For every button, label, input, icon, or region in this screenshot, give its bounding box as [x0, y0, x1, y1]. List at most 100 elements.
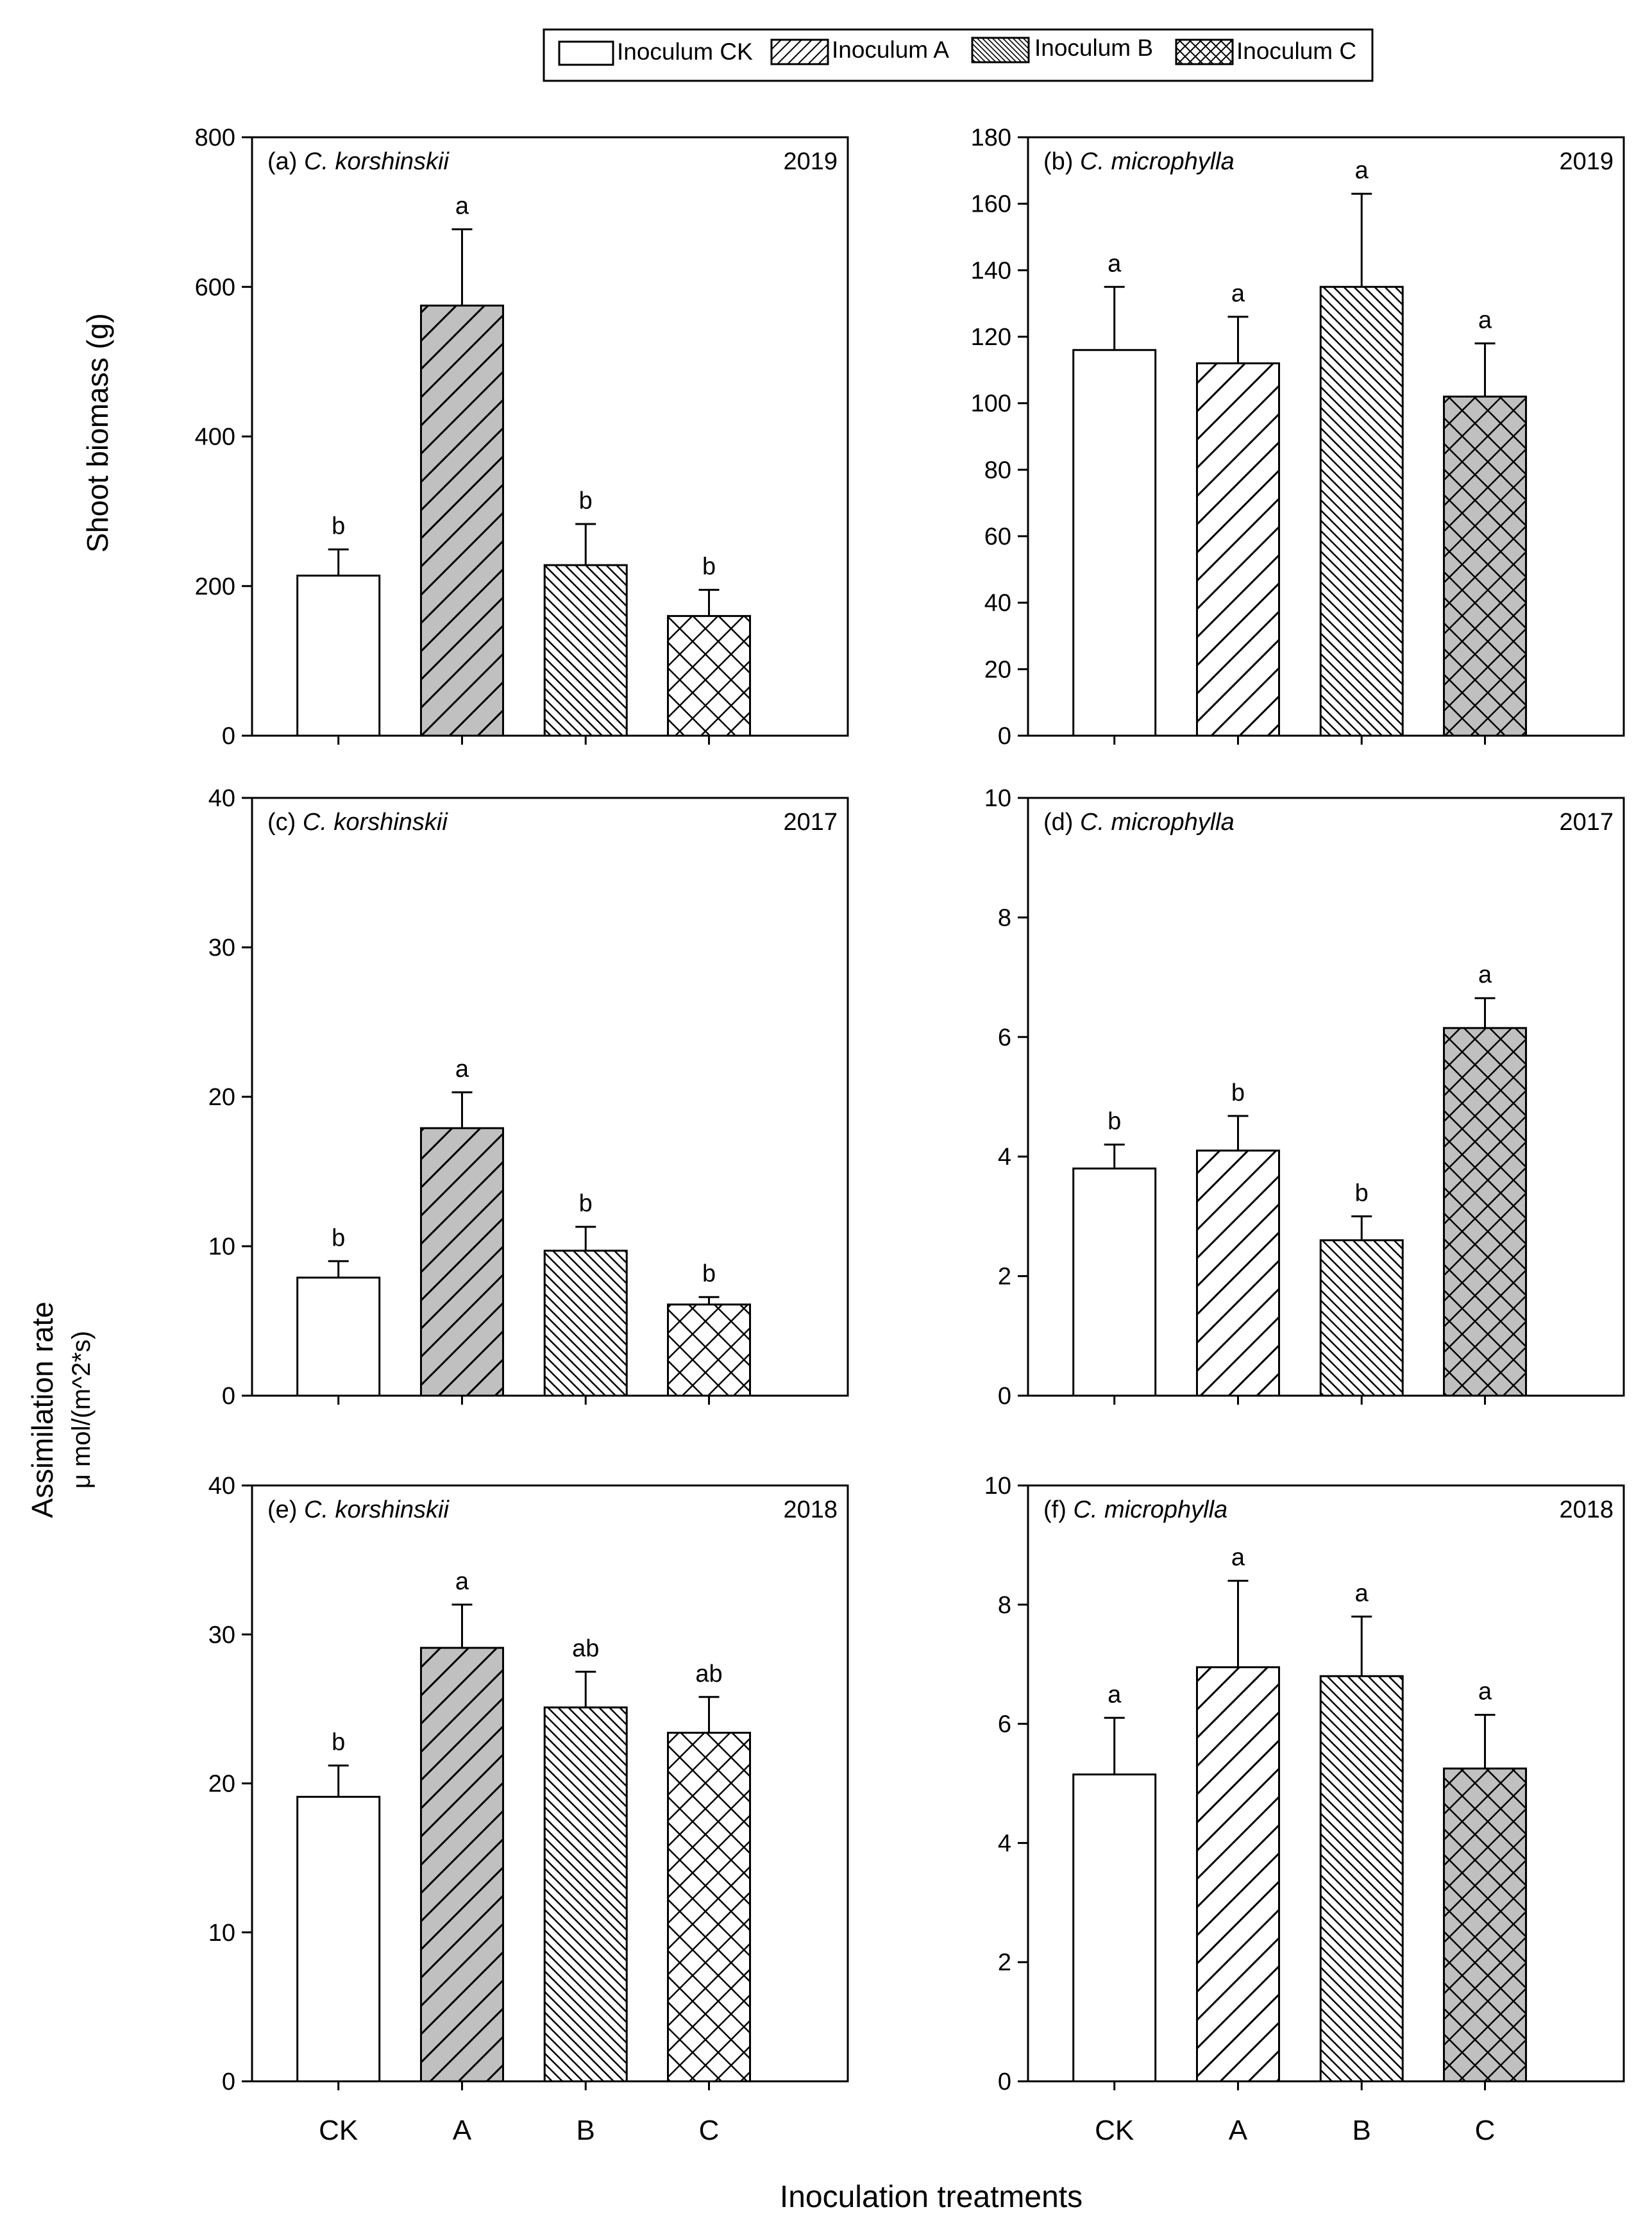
y-tick-label-a: 0: [222, 723, 235, 750]
y-tick-label-d: 0: [998, 1383, 1011, 1410]
y-tick-label-d: 10: [984, 785, 1011, 812]
bar-a-C: [667, 614, 752, 737]
y-tick-label-c: 20: [208, 1084, 235, 1111]
x-tick-label-f-A: A: [1229, 2115, 1248, 2146]
panel-d: 0 2 4 6 8 10 (d) C. microphylla 2017 b b b a: [984, 785, 1625, 1410]
bar-d-A: [1195, 1149, 1280, 1397]
y-tick-label-f: 4: [998, 1830, 1011, 1857]
y-tick-label-e: 20: [208, 1771, 235, 1798]
y-tick-label-b: 160: [971, 191, 1011, 218]
legend: Inoculum CK Inoculum A Inoculum B Inocul…: [543, 28, 1374, 82]
legend-item-c: Inoculum C: [1175, 38, 1356, 65]
y-tick-label-b: 20: [984, 656, 1011, 683]
legend-swatch-ck: [558, 40, 614, 66]
panel-tag-a: (a) C. korshinskii: [267, 148, 450, 175]
legend-swatch-b: [971, 37, 1030, 63]
panel-year-e: 2018: [783, 1496, 838, 1523]
sig-letter-b-B: a: [1355, 157, 1369, 184]
y-tick-label-a: 200: [195, 573, 235, 600]
bar-a-A: [419, 304, 504, 737]
species-name-c: C. korshinskii: [303, 809, 448, 836]
bar-e-B: [543, 1706, 628, 2083]
sig-letter-e-A: a: [455, 1568, 469, 1595]
bar-c-B: [543, 1249, 628, 1397]
panel-year-a: 2019: [783, 148, 838, 175]
sig-letter-b-C: a: [1478, 307, 1492, 334]
species-name-f: C. microphylla: [1073, 1496, 1227, 1523]
y-tick-label-c: 40: [208, 785, 235, 812]
bar-f-A: [1195, 1666, 1280, 2083]
y-tick-label-b: 40: [984, 590, 1011, 617]
species-name-e: C. korshinskii: [304, 1496, 450, 1523]
legend-item-ck: Inoculum CK: [558, 38, 753, 66]
species-name-d: C. microphylla: [1080, 809, 1235, 836]
x-tick-label-e-B: B: [577, 2115, 595, 2146]
sig-letter-d-A: b: [1231, 1079, 1245, 1106]
x-tick-label-e-CK: CK: [319, 2115, 358, 2146]
sig-letter-a-C: b: [702, 554, 716, 580]
y-tick-label-f: 8: [998, 1592, 1011, 1619]
panel-tag-c: (c) C. korshinskii: [267, 809, 448, 836]
bar-base-e-CK: [297, 1797, 380, 2081]
y-tick-label-b: 0: [998, 723, 1011, 750]
sig-letter-d-B: b: [1355, 1180, 1369, 1206]
panel-year-f: 2018: [1559, 1496, 1614, 1523]
y-tick-label-d: 2: [998, 1264, 1011, 1290]
panel-year-d: 2017: [1559, 809, 1614, 836]
sig-letter-c-C: b: [702, 1260, 716, 1287]
sig-letter-a-B: b: [579, 487, 593, 514]
x-tick-label-e-A: A: [453, 2115, 472, 2146]
panel-tag-e: (e) C. korshinskii: [267, 1496, 450, 1523]
y-tick-label-f: 0: [998, 2068, 1011, 2095]
y-tick-label-b: 60: [984, 523, 1011, 550]
bar-d-C: [1443, 1027, 1528, 1397]
legend-label-c: Inoculum C: [1236, 38, 1356, 64]
sig-letter-d-C: a: [1478, 961, 1492, 988]
bar-f-C: [1443, 1767, 1528, 2083]
panel-f: 0 2 4 6 8 10 (f) C. microphylla 2018 a CK a Aa Ba C: [984, 1473, 1625, 2146]
y-tick-label-b: 100: [971, 391, 1011, 418]
legend-item-b: Inoculum B: [971, 35, 1153, 63]
panel-e: 0 10 20 30 40 (e) C. korshinskii 2018 b CK a Aab Ba…: [208, 1473, 849, 2146]
bar-base-d-CK: [1073, 1168, 1156, 1396]
panel-tag-f: (f) C. microphylla: [1043, 1496, 1227, 1523]
y-tick-label-f: 2: [998, 1949, 1011, 1976]
bar-e-C: [667, 1732, 752, 2083]
species-name-a: C. korshinskii: [304, 148, 450, 175]
bar-c-C: [667, 1303, 752, 1397]
x-tick-label-e-C: C: [699, 2115, 720, 2146]
sig-letter-b-CK: a: [1108, 250, 1122, 277]
bar-c-A: [419, 1127, 504, 1397]
y-axis-title-shoot-biomass: Shoot biomass (g): [81, 313, 114, 552]
sig-letter-e-C: ab: [695, 1661, 722, 1688]
y-tick-label-d: 4: [998, 1144, 1011, 1171]
legend-label-b: Inoculum B: [1034, 35, 1153, 61]
x-tick-label-f-CK: CK: [1095, 2115, 1134, 2146]
y-tick-label-b: 80: [984, 457, 1011, 484]
legend-swatch-a: [770, 38, 829, 65]
sig-letter-c-CK: b: [332, 1224, 345, 1251]
sig-letter-a-CK: b: [332, 513, 345, 540]
y-tick-label-f: 6: [998, 1711, 1011, 1738]
bar-base-c-CK: [297, 1277, 380, 1396]
bar-base-f-CK: [1073, 1774, 1156, 2081]
y-tick-label-b: 120: [971, 324, 1011, 351]
y-tick-label-d: 6: [998, 1024, 1011, 1051]
sig-letter-f-B: a: [1355, 1580, 1369, 1607]
bar-a-B: [543, 564, 628, 737]
sig-letter-f-CK: a: [1108, 1681, 1122, 1708]
sig-letter-f-C: a: [1478, 1679, 1492, 1705]
sig-letter-b-A: a: [1231, 280, 1245, 307]
y-tick-label-a: 400: [195, 424, 235, 451]
legend-label-a: Inoculum A: [832, 37, 949, 63]
sig-letter-c-A: a: [455, 1056, 469, 1083]
y-tick-label-c: 0: [222, 1383, 235, 1410]
x-tick-label-f-C: C: [1475, 2115, 1496, 2146]
panel-b: 0 20 40 60 80 100 120 140 160 180 (b) C. microphyl…: [971, 124, 1625, 750]
y-tick-label-c: 10: [208, 1233, 235, 1260]
panel-year-b: 2019: [1559, 148, 1614, 175]
sig-letter-d-CK: b: [1108, 1108, 1121, 1135]
legend-swatch-c: [1175, 38, 1234, 65]
